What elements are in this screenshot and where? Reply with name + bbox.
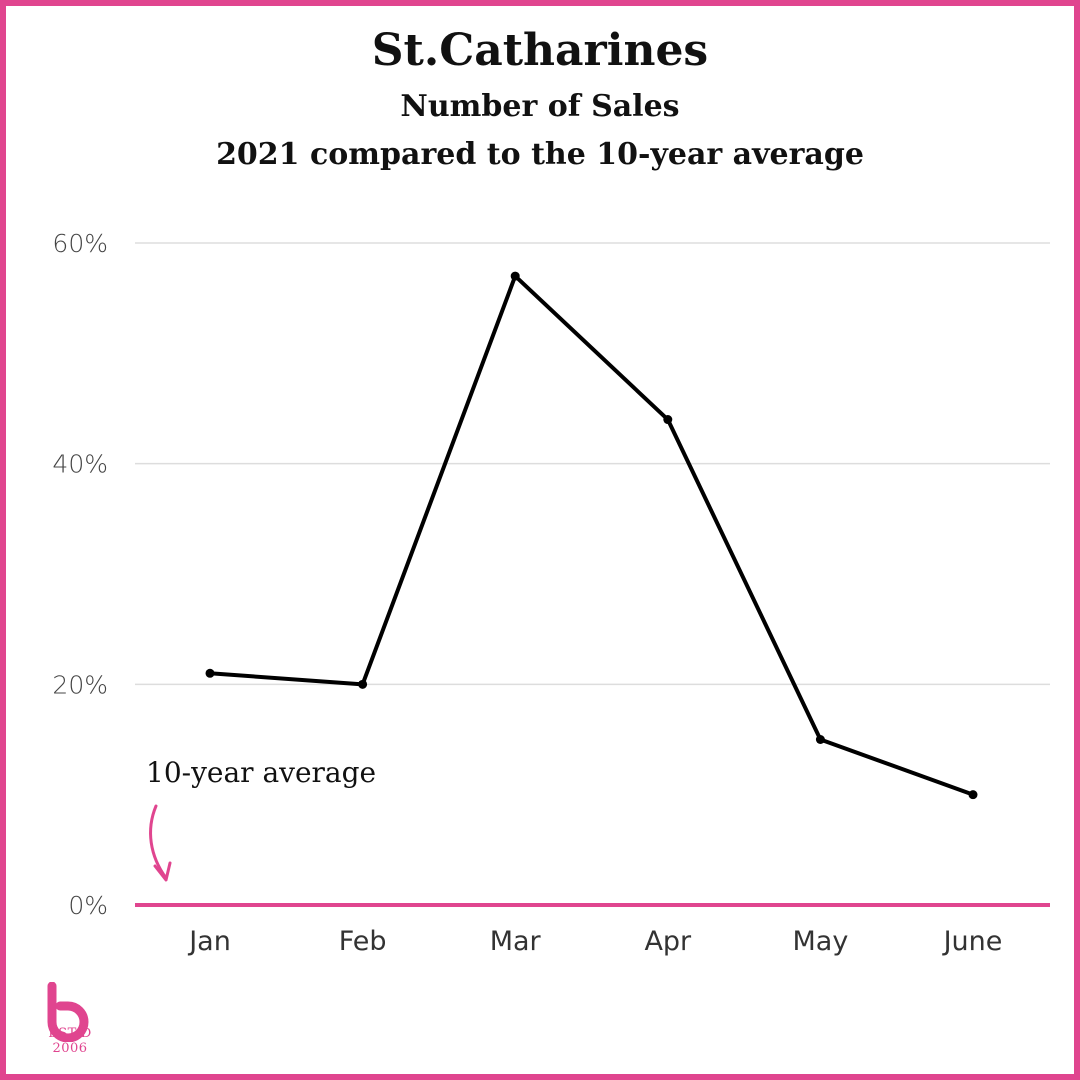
y-axis-ticks: 0% 20% 40% 60%	[52, 229, 108, 920]
annotation-arrowhead-icon	[153, 861, 172, 882]
data-point	[663, 415, 673, 425]
x-tick-label: June	[942, 926, 1003, 957]
series-line	[209, 274, 974, 797]
y-tick-label: 60%	[52, 229, 108, 258]
baseline-annotation: 10-year average	[146, 756, 376, 789]
x-axis-ticks: Jan Feb Mar Apr May June	[187, 926, 1002, 957]
chart-titles: St.Catharines Number of Sales 2021 compa…	[0, 22, 1080, 178]
data-point	[815, 735, 825, 744]
y-tick-label: 20%	[52, 670, 108, 699]
x-tick-label: Mar	[490, 926, 542, 957]
y-tick-label: 40%	[52, 450, 108, 479]
x-tick-label: Apr	[644, 926, 692, 957]
x-tick-label: May	[792, 926, 848, 957]
data-point	[205, 668, 215, 678]
chart-title: St.Catharines	[371, 25, 709, 76]
annotation-arrow-icon	[149, 804, 168, 880]
gridlines	[135, 242, 1050, 686]
brand-b-icon	[47, 982, 89, 1042]
series-points	[205, 271, 978, 800]
data-point	[510, 271, 520, 281]
chart-subtitle-comparison: 2021 compared to the 10-year average	[216, 137, 864, 172]
x-tick-label: Jan	[187, 926, 231, 957]
data-point	[358, 679, 368, 689]
x-tick-label: Feb	[339, 926, 387, 957]
data-point	[968, 790, 978, 800]
chart-subtitle: Number of Sales	[400, 89, 680, 124]
logo-established-text: EST'D 2006	[48, 1026, 92, 1056]
y-tick-label: 0%	[68, 891, 108, 920]
